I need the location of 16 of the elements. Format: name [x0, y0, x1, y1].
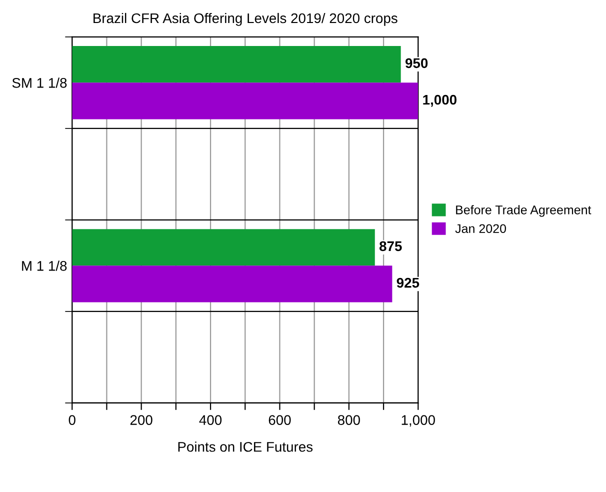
legend-label: Jan 2020 — [455, 224, 506, 234]
y-tick-label: SM 1 1/8 — [12, 78, 67, 88]
x-tick-label: 600 — [268, 415, 291, 425]
x-tick-label: 1,000 — [402, 415, 435, 427]
x-tick-label: 400 — [199, 415, 222, 425]
data-label: 1,000 — [423, 94, 456, 107]
x-tick-label: 200 — [130, 415, 152, 425]
x-axis-title: Points on ICE Futures — [178, 442, 313, 452]
data-label: 950 — [405, 58, 428, 68]
data-label: 875 — [379, 241, 402, 252]
y-tick-label: M 1 1/8 — [22, 260, 67, 271]
chart-title: Brazil CFR Asia Offering Levels 2019/ 2020 crops — [94, 12, 398, 26]
legend-label: Before Trade Agreement — [456, 205, 592, 217]
data-label: 925 — [396, 278, 420, 288]
x-tick-label: 0 — [68, 415, 76, 425]
x-tick-label: 800 — [338, 415, 360, 425]
